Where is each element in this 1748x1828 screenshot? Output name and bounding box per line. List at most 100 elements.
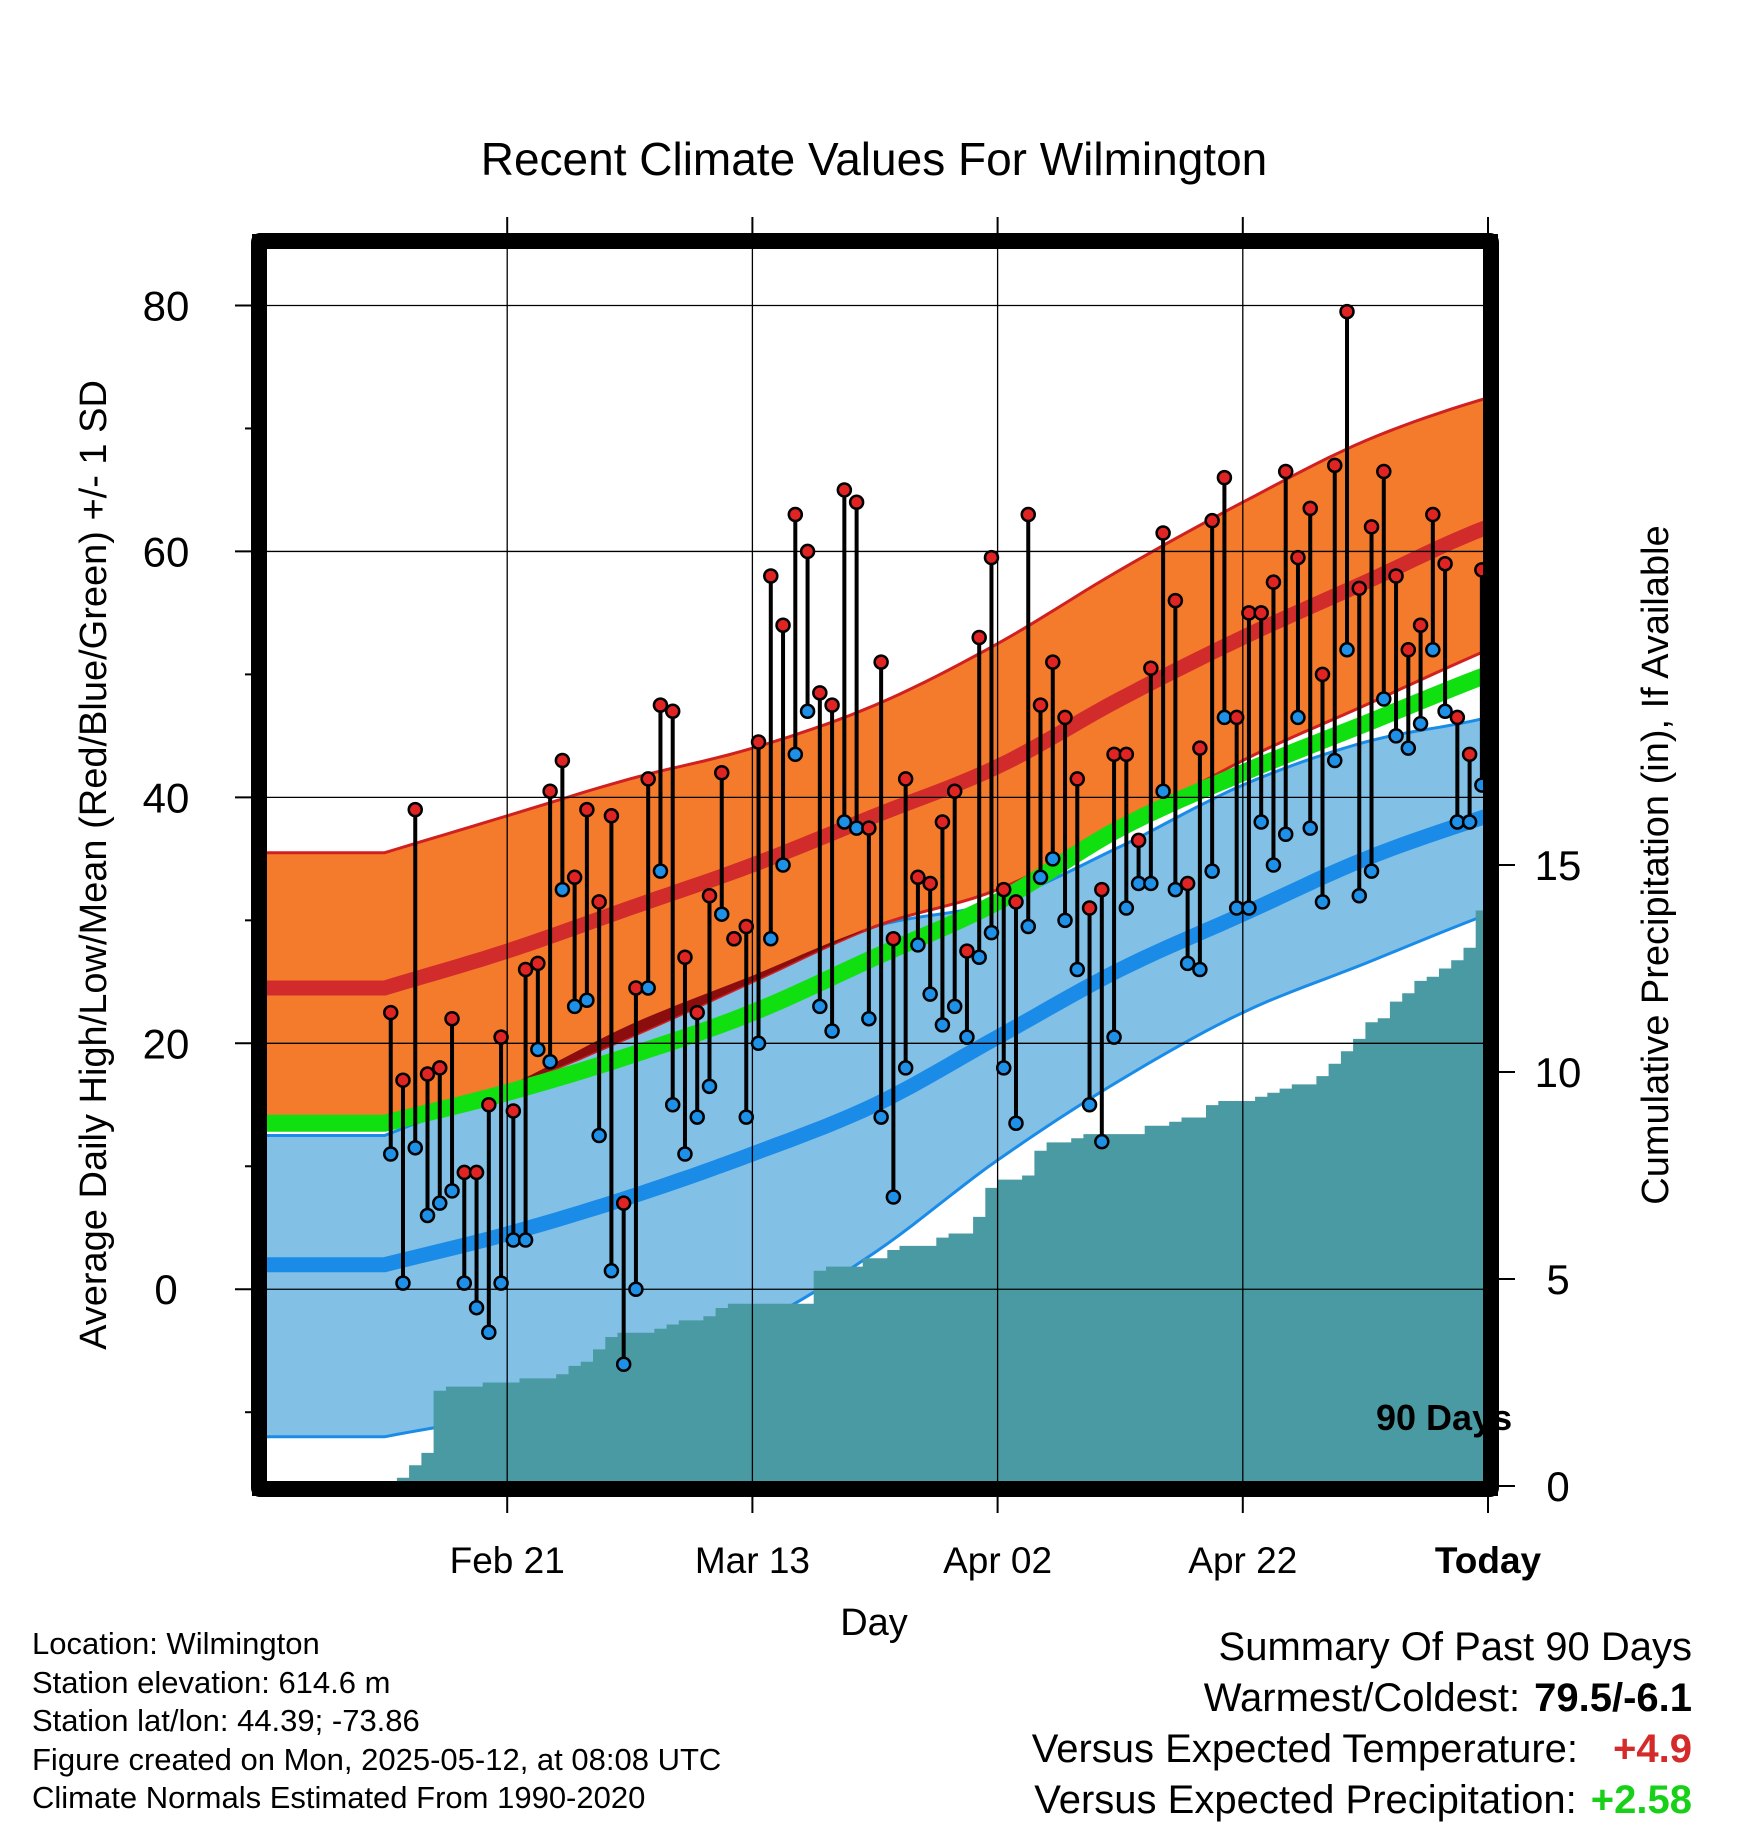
daily-high-point xyxy=(1032,697,1049,713)
x-tick-label: Feb 21 xyxy=(450,1540,565,1581)
daily-high-point xyxy=(566,869,583,886)
daily-high-point xyxy=(861,820,877,836)
daily-high-point xyxy=(1388,568,1404,584)
daily-low-point xyxy=(824,1023,840,1039)
daily-low-point xyxy=(1032,869,1049,886)
daily-high-point xyxy=(763,568,779,584)
daily-low-point xyxy=(922,986,938,1002)
daily-low-point xyxy=(1179,955,1196,972)
daily-high-point xyxy=(1081,900,1098,916)
daily-high-point xyxy=(922,875,938,892)
daily-low-point xyxy=(1400,740,1417,756)
elevation-text: Station elevation: 614.6 m xyxy=(32,1664,391,1700)
daily-low-point xyxy=(836,814,853,830)
daily-low-point xyxy=(1253,814,1269,830)
daily-low-point xyxy=(1057,912,1073,929)
temp-value: +4.9 xyxy=(1613,1727,1692,1771)
average-mean-line xyxy=(262,666,1488,1132)
daily-low-point xyxy=(677,1146,693,1162)
daily-high-point xyxy=(419,1066,436,1082)
created-text: Figure created on Mon, 2025-05-12, at 08… xyxy=(32,1741,722,1777)
daily-low-point xyxy=(395,1275,411,1291)
daily-low-point xyxy=(1081,1097,1098,1113)
daily-high-point xyxy=(1130,832,1147,849)
daily-high-point xyxy=(1376,463,1392,480)
daily-high-point xyxy=(1327,457,1343,474)
daily-low-point xyxy=(995,1060,1012,1076)
daily-high-point xyxy=(1461,746,1478,763)
x-tick-label: Today xyxy=(1435,1540,1542,1581)
daily-low-point xyxy=(959,1029,975,1045)
daily-high-point xyxy=(1412,617,1429,633)
daily-high-point xyxy=(701,887,718,904)
daily-low-point xyxy=(799,703,816,720)
daily-low-point xyxy=(1192,961,1208,978)
y2-tick-label: 0 xyxy=(1546,1463,1569,1510)
plot-frame: Feb 21 Mar 13 Apr 02 Apr 22 Today02040608005… xyxy=(143,217,1581,1581)
daily-high-point xyxy=(910,869,926,886)
daily-high-point xyxy=(1216,469,1233,486)
band-overlap xyxy=(519,930,863,1083)
daily-high-point xyxy=(652,697,669,713)
daily-high-point xyxy=(505,1103,522,1119)
summary-panel: Summary Of Past 90 Days Warmest/Coldest:… xyxy=(1032,1622,1692,1826)
daily-high-point xyxy=(1143,660,1159,676)
daily-low-point xyxy=(1204,863,1220,879)
daily-high-point xyxy=(1192,740,1208,756)
daily-high-point xyxy=(395,1072,411,1088)
daily-low-point xyxy=(603,1263,620,1279)
daily-low-point xyxy=(493,1275,509,1291)
daily-high-point xyxy=(591,894,607,910)
daily-low-point xyxy=(542,1054,558,1070)
daily-low-point xyxy=(456,1275,473,1291)
daily-low-point xyxy=(714,906,730,922)
daily-high-point xyxy=(1020,506,1036,523)
normals-text: Climate Normals Estimated From 1990-2020 xyxy=(32,1780,646,1815)
location-text: Location: Wilmington xyxy=(32,1626,320,1661)
daily-high-point xyxy=(382,1004,399,1021)
warmest-value: 79.5/-6.1 xyxy=(1534,1676,1692,1720)
summary-warmest-row: Warmest/Coldest: 79.5/-6.1 xyxy=(1032,1673,1692,1724)
summary-temp-row: Versus Expected Temperature: +4.9 xyxy=(1032,1724,1692,1775)
y2-axis-label: Cumulative Precipitation (in), If Availa… xyxy=(1635,525,1677,1204)
daily-high-point xyxy=(848,494,865,510)
daily-low-point xyxy=(1412,715,1429,732)
daily-low-point xyxy=(1143,875,1159,892)
daily-high-point xyxy=(750,734,767,750)
daily-low-point xyxy=(1094,1133,1110,1150)
daily-high-point xyxy=(959,943,975,959)
daily-high-point xyxy=(1277,463,1294,480)
daily-low-point xyxy=(579,992,595,1009)
daily-high-point xyxy=(1314,666,1331,683)
y-tick-label: 60 xyxy=(143,528,190,575)
plot-area xyxy=(262,244,1488,1486)
daily-low-point xyxy=(468,1299,485,1316)
daily-high-point xyxy=(1253,605,1269,621)
daily-low-point xyxy=(1045,851,1061,867)
low-mean-line xyxy=(262,808,1488,1273)
daily-high-point xyxy=(1057,709,1073,726)
latlon-text: Station lat/lon: 44.39; -73.86 xyxy=(32,1703,420,1738)
daily-high-point xyxy=(836,482,853,498)
daily-low-point xyxy=(1363,863,1380,879)
daily-high-point xyxy=(1302,500,1318,517)
daily-low-point xyxy=(407,1140,423,1156)
chart-title: Recent Climate Values For Wilmington xyxy=(481,133,1268,185)
daily-high-point xyxy=(1094,881,1110,898)
daily-low-point xyxy=(517,1232,534,1248)
daily-high-point xyxy=(689,1004,705,1021)
daily-high-point xyxy=(946,783,963,799)
daily-high-point xyxy=(1290,549,1306,566)
daily-high-point xyxy=(812,685,828,701)
daily-low-point xyxy=(591,1127,607,1144)
daily-low-point xyxy=(1461,814,1478,830)
high-mean-line xyxy=(262,519,1488,996)
daily-high-point xyxy=(1363,519,1380,535)
daily-high-point xyxy=(1437,555,1453,572)
daily-high-point xyxy=(1204,512,1220,529)
daily-high-point xyxy=(603,808,620,824)
precipitation-area xyxy=(384,906,1488,1486)
daily-low-point xyxy=(946,998,963,1015)
daily-high-point xyxy=(1265,574,1282,590)
